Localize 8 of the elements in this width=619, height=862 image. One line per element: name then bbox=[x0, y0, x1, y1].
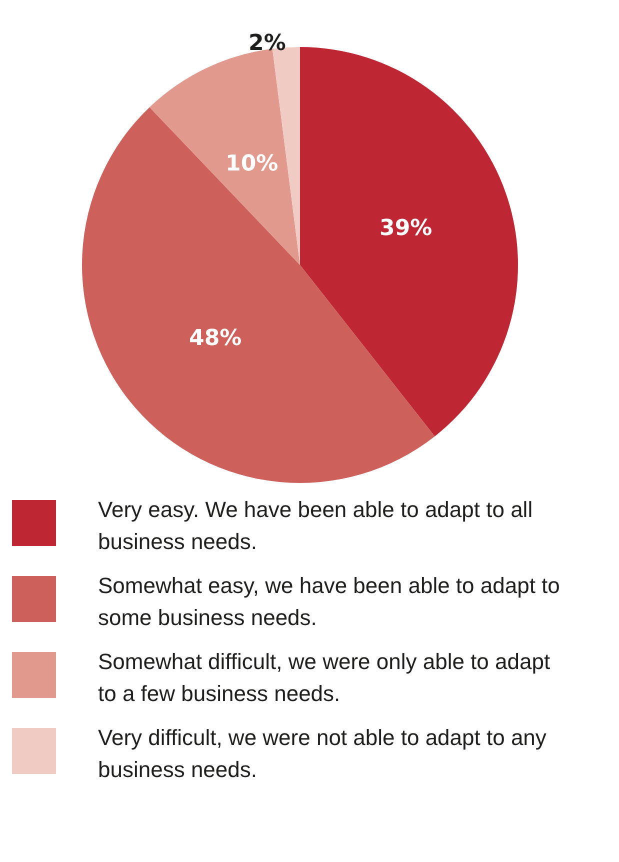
data-label: 2% bbox=[248, 30, 286, 56]
legend-label: Very easy. We have been able to adapt to all business needs. bbox=[98, 496, 534, 556]
legend-label: Somewhat easy, we have been able to adapt to some business needs. bbox=[98, 572, 561, 632]
data-label: 10% bbox=[226, 151, 278, 176]
legend-label: Very difficult, we were not able to adapt to any business needs. bbox=[98, 724, 548, 784]
data-label: 48% bbox=[189, 326, 242, 351]
legend-label: Somewhat difficult, we were only able to adapt to a few business needs. bbox=[98, 648, 552, 708]
data-label: 39% bbox=[380, 216, 432, 241]
